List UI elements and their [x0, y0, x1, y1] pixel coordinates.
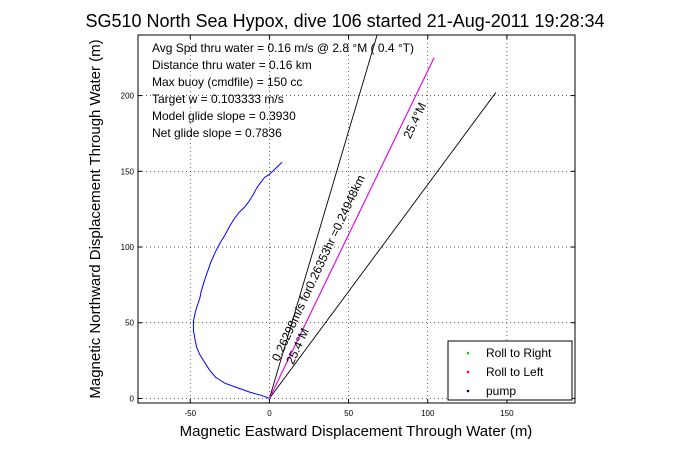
track-line: [192, 161, 283, 399]
info-line: Model glide slope = 0.3930: [152, 109, 296, 123]
y-tick-label: 200: [121, 92, 135, 101]
legend-label: Roll to Right: [486, 346, 552, 360]
y-tick-label: 150: [121, 167, 135, 176]
x-tick-label: 50: [344, 409, 353, 418]
y-axis-label: Magnetic Northward Displacement Through …: [87, 39, 104, 398]
heading-reference-line: [268, 34, 378, 399]
track-line: [268, 57, 435, 399]
x-tick-label: -50: [184, 409, 196, 418]
x-axis-label: Magnetic Eastward Displacement Through W…: [180, 423, 533, 440]
series-group: [192, 57, 435, 399]
legend-marker: [466, 370, 470, 374]
annotation-label: 25.4°M: [400, 100, 429, 140]
legend-label: Roll to Left: [486, 365, 544, 379]
legend-label: pump: [486, 384, 516, 398]
x-tick-label: 100: [421, 409, 435, 418]
y-tick-label: 50: [125, 319, 134, 328]
plot-area: [137, 34, 576, 404]
legend: Roll to Right Roll to Left pump: [447, 340, 573, 401]
info-line: Max buoy (cmdfile) = 150 cc: [152, 75, 302, 89]
info-text-block: Avg Spd thru water = 0.16 m/s @ 2.8 °M (…: [152, 41, 414, 140]
chart-title: SG510 North Sea Hypox, dive 106 started …: [85, 11, 604, 31]
info-line: Net glide slope = 0.7836: [152, 126, 282, 140]
info-line: Distance thru water = 0.16 km: [152, 58, 312, 72]
y-tick-label: 100: [121, 243, 135, 252]
x-tick-label: 0: [267, 409, 272, 418]
y-tick-label: 0: [130, 394, 135, 403]
annotation-label: 0.26298m/s for0.26353hr =0.24948km: [269, 173, 368, 364]
info-line: Avg Spd thru water = 0.16 m/s @ 2.8 °M (…: [152, 41, 414, 55]
info-line: Target w = 0.103333 m/s: [152, 92, 284, 106]
legend-marker: [466, 389, 470, 393]
heading-reference-line: [269, 92, 497, 399]
legend-marker: [466, 351, 470, 355]
x-tick-label: 150: [500, 409, 514, 418]
axis-ticks: -50 0 50 100 150 0 50 100 150 200: [121, 35, 575, 418]
